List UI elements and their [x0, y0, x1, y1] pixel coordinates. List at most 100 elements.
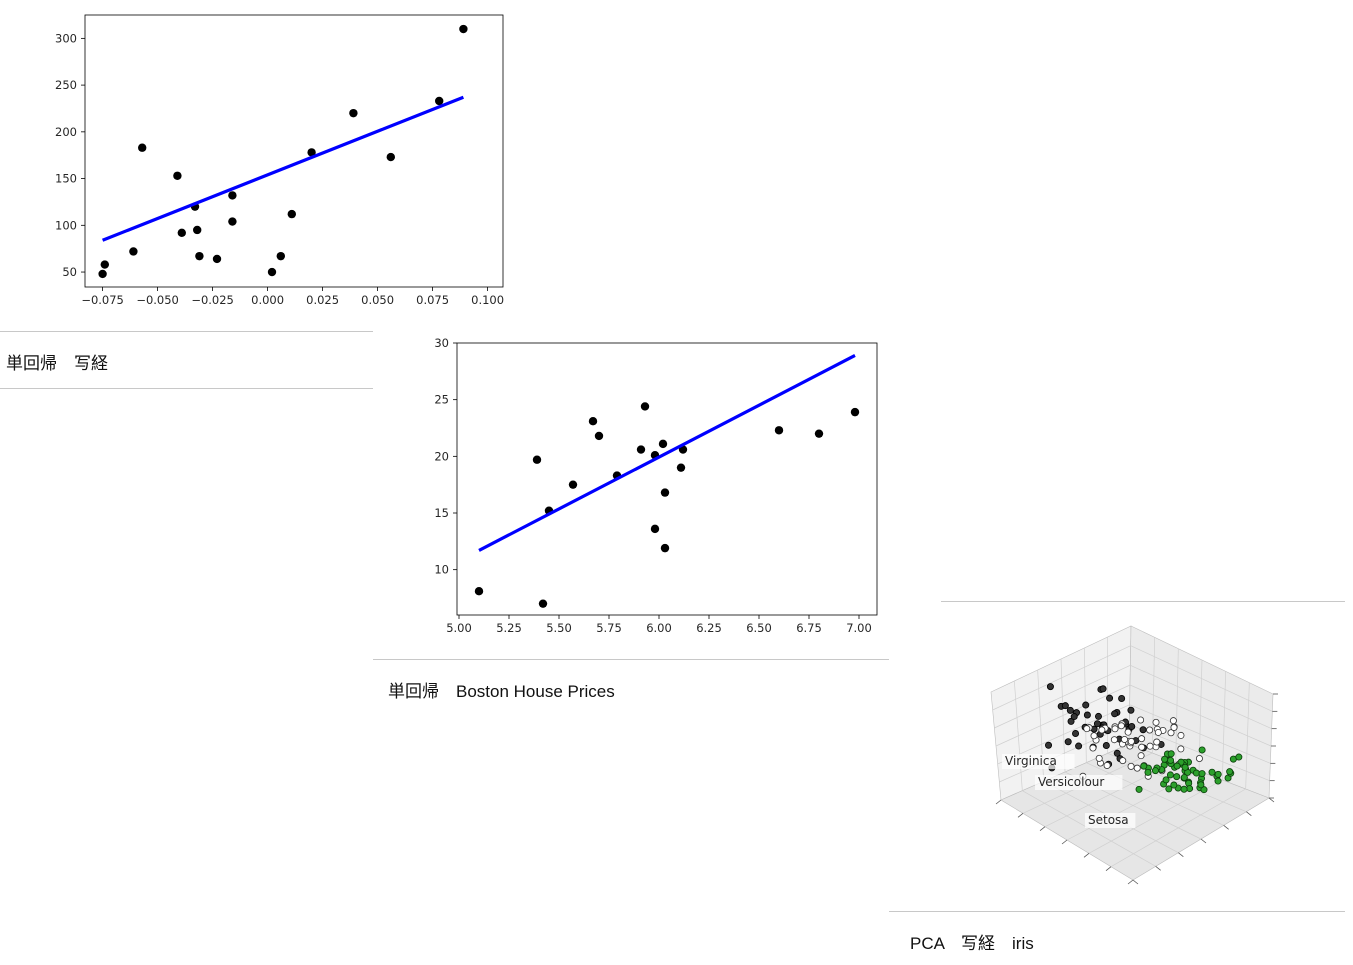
- data-point: [1153, 738, 1161, 746]
- divider: [941, 601, 1345, 602]
- caption-diabetes: 単回帰 写経: [6, 354, 108, 373]
- x-tick-label: 5.50: [546, 621, 572, 635]
- grid-line: [1110, 788, 1246, 867]
- data-point: [1113, 749, 1121, 757]
- boston-scatter-chart: 5.00 5.25 5.50 5.75 6.00 6.25 6.50 6.75 7.00 10 15…: [434, 336, 878, 635]
- data-point: [1170, 723, 1178, 731]
- data-point: [676, 463, 686, 472]
- data-point: [459, 24, 468, 34]
- data-point: [1124, 728, 1132, 736]
- data-point: [435, 96, 444, 106]
- data-point: [660, 488, 670, 497]
- x-tick-label: 7.00: [846, 621, 872, 635]
- class-label: Virginica: [1005, 754, 1057, 768]
- label-background: [1002, 754, 1075, 769]
- axis-tick: [1105, 866, 1112, 871]
- x-tick-label: 0.075: [416, 293, 449, 307]
- data-point: [1177, 745, 1185, 753]
- data-point: [1099, 685, 1107, 693]
- data-point: [1070, 713, 1078, 721]
- data-point: [774, 426, 784, 435]
- data-point: [1137, 752, 1145, 760]
- data-point: [1140, 762, 1148, 770]
- data-point: [594, 431, 604, 441]
- data-point: [1067, 717, 1075, 725]
- data-point: [532, 455, 542, 464]
- data-point: [1181, 763, 1189, 771]
- data-point: [212, 254, 222, 264]
- data-point: [228, 217, 237, 226]
- data-point: [568, 480, 578, 489]
- divider: [889, 911, 1345, 912]
- divider: [373, 659, 889, 660]
- data-point: [1103, 761, 1111, 769]
- data-point: [1144, 768, 1152, 776]
- y-tick-label: 200: [55, 125, 77, 139]
- x-tick-label: 6.00: [646, 621, 672, 635]
- data-point: [177, 228, 186, 237]
- data-point: [1045, 741, 1053, 749]
- diabetes-scatter-chart: −0.075 −0.050 −0.025 0.000 0.025 0.050 0.075 0.…: [55, 14, 504, 307]
- y-tick-label: 25: [434, 393, 449, 407]
- data-point: [1180, 785, 1188, 793]
- data-point: [1138, 743, 1146, 751]
- data-point: [1226, 768, 1234, 776]
- data-point: [1061, 702, 1069, 710]
- divider: [0, 388, 373, 389]
- data-point: [129, 247, 138, 256]
- axis-tick: [1178, 852, 1184, 857]
- data-point: [1083, 725, 1091, 733]
- data-point: [650, 524, 660, 534]
- data-point: [1208, 768, 1216, 776]
- axis-tick: [1155, 866, 1161, 871]
- data-point: [1111, 725, 1119, 733]
- axis-tick: [1083, 853, 1090, 858]
- data-point: [1167, 750, 1175, 758]
- data-point: [1192, 769, 1200, 777]
- data-point: [1128, 722, 1136, 730]
- y-tick-label: 10: [434, 563, 449, 577]
- data-point: [228, 191, 237, 200]
- data-point: [1066, 706, 1074, 714]
- data-point: [1075, 742, 1083, 750]
- data-point: [1095, 754, 1103, 762]
- data-point: [1152, 718, 1160, 726]
- data-point: [1082, 701, 1090, 709]
- data-point: [1146, 742, 1154, 750]
- axis-tick: [995, 799, 1002, 805]
- data-point: [1072, 730, 1080, 738]
- data-point: [1151, 767, 1159, 775]
- data-point: [1167, 756, 1175, 764]
- iris-3d-scatter-chart: Virginica Versicolour Setosa: [990, 625, 1278, 885]
- x-tick-label: 5.25: [496, 621, 522, 635]
- data-point: [1111, 710, 1119, 718]
- x-tick-label: 0.025: [306, 293, 339, 307]
- y-tick-label: 300: [55, 31, 77, 45]
- data-point: [173, 171, 182, 180]
- x-tick-label: 5.00: [446, 621, 472, 635]
- data-point: [1195, 754, 1203, 762]
- data-point: [1235, 753, 1243, 761]
- data-point: [588, 417, 598, 426]
- class-label: Setosa: [1088, 813, 1129, 827]
- regression-line: [478, 354, 856, 552]
- data-point: [1161, 755, 1169, 763]
- x-tick-label: 6.75: [796, 621, 822, 635]
- data-point: [1180, 773, 1188, 781]
- data-point: [660, 543, 670, 553]
- iris-chart-panel: Virginica Versicolour Setosa: [941, 602, 1345, 902]
- axis-tick: [1268, 797, 1275, 803]
- data-point: [98, 269, 107, 279]
- axis-tick: [1223, 825, 1229, 830]
- x-tick-label: 6.25: [696, 621, 722, 635]
- y-tick-label: 20: [434, 449, 449, 463]
- data-point: [1106, 694, 1114, 702]
- caption-boston: 単回帰 Boston House Prices: [388, 682, 615, 701]
- data-point: [1117, 722, 1125, 730]
- axis-tick: [1200, 838, 1207, 844]
- data-point: [1093, 720, 1101, 728]
- plot-frame: [456, 342, 878, 616]
- data-point: [1139, 726, 1147, 734]
- data-point: [1133, 764, 1141, 772]
- data-point: [1166, 771, 1174, 779]
